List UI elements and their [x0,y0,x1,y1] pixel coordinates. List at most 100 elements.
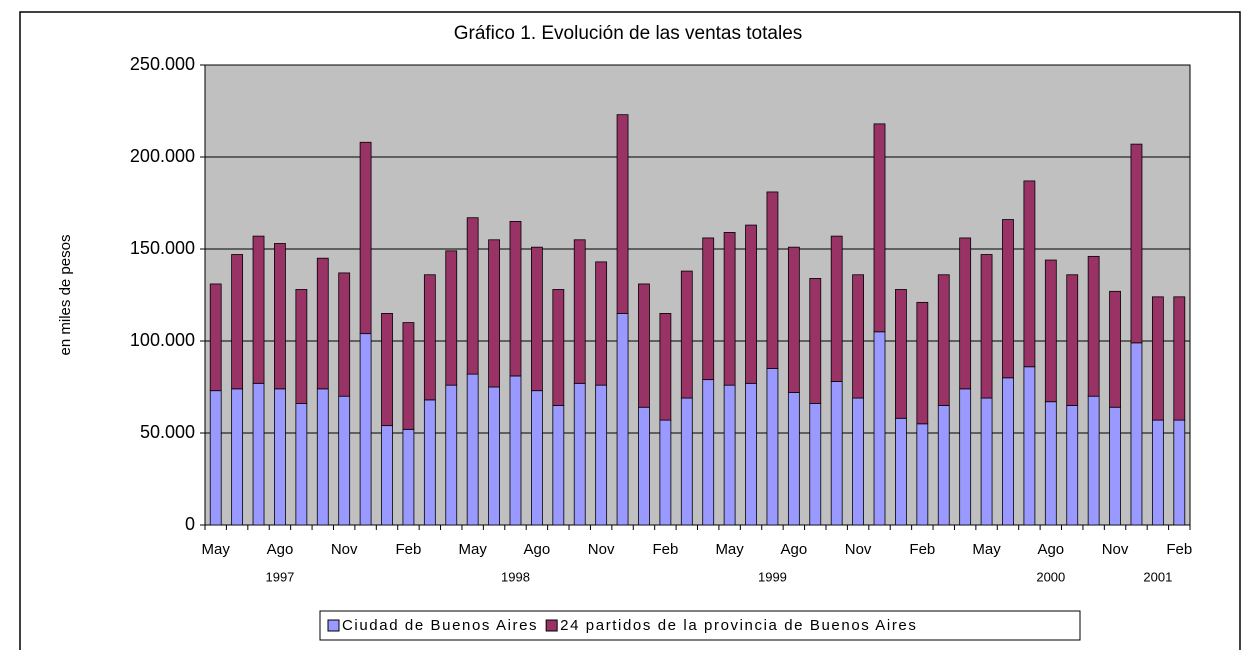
y-tick-label: 50.000 [140,422,195,442]
x-tick-label: Feb [1166,541,1192,558]
bar-segment [873,331,886,526]
bar-segment [852,274,864,399]
year-label: 2000 [1036,569,1065,584]
x-tick-label: May [202,541,231,558]
bar-segment [402,428,415,526]
y-tick-label: 150.000 [130,238,195,258]
bar-segment [723,384,736,526]
bar-segment [252,235,265,384]
bar-segment [980,397,993,526]
bar-segment [1109,406,1121,526]
bar-segment [338,395,351,526]
bar-segment [1066,404,1079,526]
bar-segment [787,246,800,393]
bar-segment [616,114,629,314]
x-tick-label: Ago [267,541,294,558]
bar-segment [1002,377,1014,526]
y-axis-label: en miles de pesos [57,235,74,356]
bar-segment [1151,296,1164,421]
bar-segment [274,388,286,526]
bar-segment [1173,296,1186,421]
bar-segment [830,235,843,382]
bar-segment [1002,219,1014,379]
bar-segment [638,406,650,526]
year-label: 2001 [1143,569,1172,584]
bar-segment [959,237,972,390]
bar-segment [359,333,372,526]
bar-segment [316,388,329,526]
bar-segment [509,220,522,377]
bar-segment [1044,259,1057,403]
chart-title: Gráfico 1. Evolución de las ventas total… [454,23,803,44]
bar-segment [638,283,650,408]
bar-segment [573,382,586,526]
bar-segment [573,239,586,384]
legend-box [319,610,1081,641]
x-tick-label: Feb [909,541,935,558]
x-tick-label: May [972,541,1001,558]
bar-segment [916,423,929,526]
bar-segment [809,403,822,526]
bar-segment [466,217,479,375]
bar-segment [509,375,522,526]
bar-segment [531,246,543,392]
bar-segment [659,312,672,421]
bar-segment [1109,290,1121,408]
bar-segment [787,392,800,526]
bar-segment [916,301,929,425]
bar-segment [595,384,608,526]
bar-segment [359,141,372,335]
y-tick-label: 250.000 [130,54,195,74]
bar-segment [702,237,715,381]
bar-segment [423,399,436,526]
bar-segment [723,232,736,386]
bar-segment [209,283,222,392]
x-tick-label: Feb [652,541,678,558]
bar-segment [1044,401,1057,526]
year-label: 1997 [265,569,294,584]
bar-segment [659,419,672,526]
bar-segment [1173,419,1186,526]
x-tick-label: Ago [781,541,808,558]
year-label: 1999 [758,569,787,584]
bar-segment [1023,180,1036,368]
year-label: 1998 [501,569,530,584]
bar-segment [423,274,436,401]
x-tick-label: May [715,541,744,558]
bar-segment [680,270,693,399]
y-tick-label: 100.000 [130,330,195,350]
bar-segment [488,386,500,526]
bar-segment [445,384,458,526]
bar-segment [316,257,329,390]
bar-segment [338,272,351,397]
legend-swatch [327,619,340,632]
bar-segment [745,382,757,526]
legend-swatch [545,619,558,632]
bar-segment [252,382,265,526]
bar-segment [295,403,308,526]
bar-segment [552,404,565,526]
bar-segment [231,388,244,526]
plot-area [204,64,1191,526]
bar-segment [680,397,693,526]
bar-segment [466,373,479,526]
bar-segment [830,381,843,526]
bar-segment [745,224,757,384]
x-tick-label: Ago [1037,541,1064,558]
bar-segment [552,289,565,406]
y-tick-label: 0 [185,514,195,534]
bar-segment [873,123,886,333]
bar-segment [209,390,222,526]
legend-label: Ciudad de Buenos Aires [342,617,538,634]
bar-segment [616,312,629,526]
bar-segment [381,312,393,427]
x-tick-label: Feb [395,541,421,558]
bar-segment [1087,395,1100,526]
x-tick-label: May [458,541,487,558]
bar-segment [1066,274,1079,406]
bar-segment [702,379,715,526]
bar-segment [766,191,779,370]
bar-segment [231,254,244,390]
bar-segment [595,261,608,386]
